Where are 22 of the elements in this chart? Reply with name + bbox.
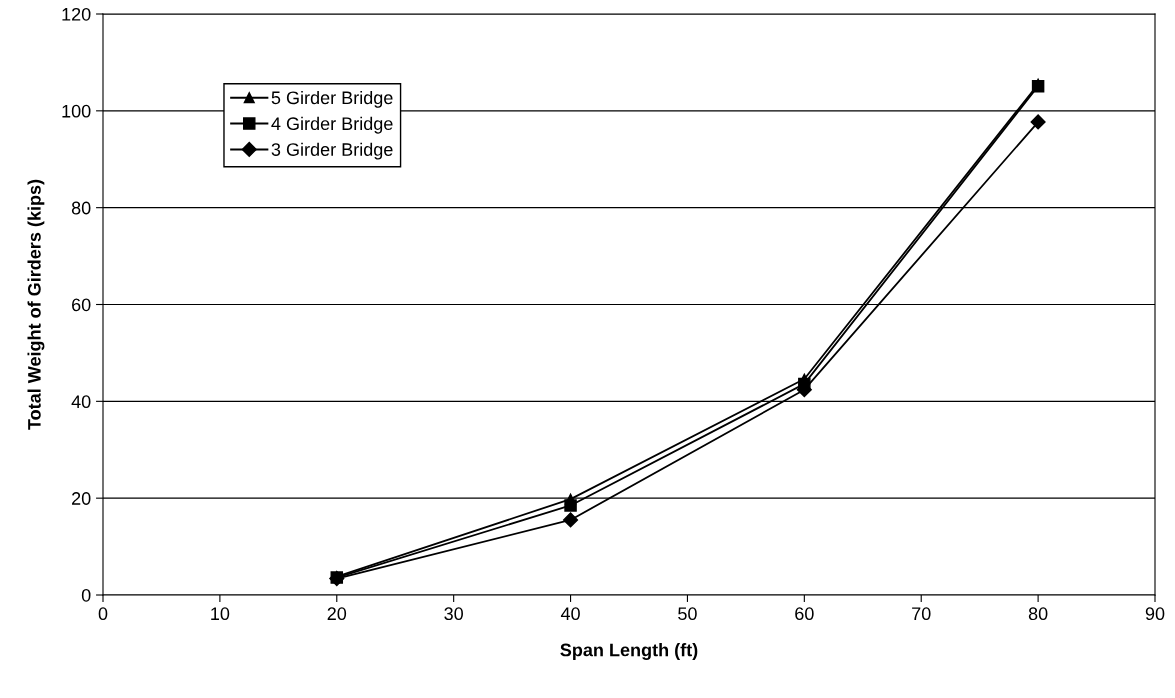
x-axis-title: Span Length (ft) xyxy=(560,643,698,660)
x-tick-label: 60 xyxy=(795,607,814,621)
x-tick-label: 20 xyxy=(327,607,347,621)
y-tick-label: 80 xyxy=(71,201,91,215)
y-tick-label: 60 xyxy=(72,298,91,312)
y-tick-label: 0 xyxy=(81,588,91,602)
y-tick-label: 120 xyxy=(62,7,91,21)
y-axis-title: Total Weight of Girders (kips) xyxy=(27,179,45,430)
x-tick-label: 70 xyxy=(912,607,931,621)
legend-label: 4 Girder Bridge xyxy=(271,116,393,134)
x-tick-label: 40 xyxy=(560,607,580,621)
legend-label: 5 Girder Bridge xyxy=(271,90,393,108)
y-tick-label: 20 xyxy=(72,492,91,505)
legend-label: 3 Girder Bridge xyxy=(271,142,393,160)
x-tick-label: 30 xyxy=(444,607,463,621)
y-tick-label: 100 xyxy=(62,104,91,118)
y-tick-label: 40 xyxy=(71,395,91,409)
x-tick-label: 10 xyxy=(211,607,230,621)
x-tick-label: 50 xyxy=(678,607,697,621)
x-tick-label: 90 xyxy=(1145,607,1165,621)
x-tick-label: 80 xyxy=(1028,607,1048,621)
x-tick-label: 0 xyxy=(98,607,108,621)
